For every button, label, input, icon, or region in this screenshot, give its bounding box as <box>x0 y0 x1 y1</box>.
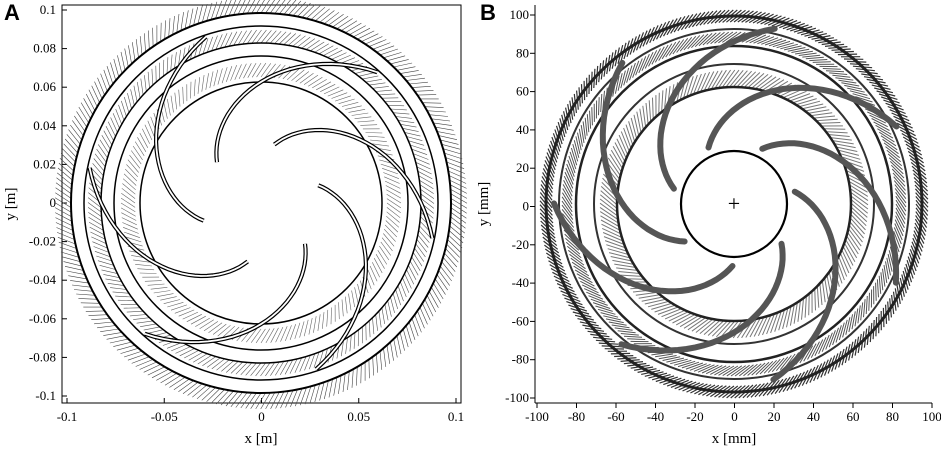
panel-b: B -100 -80 -60 -40 -20 0 20 40 60 80 100 100 80 60 40… <box>470 0 941 450</box>
x-tick-label: 20 <box>768 409 781 424</box>
ring-4 <box>113 55 409 351</box>
blade-b <box>759 140 900 286</box>
x-tick-label: -0.05 <box>151 409 178 424</box>
y-tick-label: -40 <box>512 275 529 290</box>
y-tick-label: -0.04 <box>29 272 57 287</box>
y-tick-label: -0.06 <box>29 311 57 326</box>
ring-2 <box>558 28 910 380</box>
x-tick-label: -0.1 <box>57 409 78 424</box>
x-tick-label: -100 <box>525 409 549 424</box>
y-tick-label: -20 <box>512 237 529 252</box>
x-tick-label: -80 <box>568 409 585 424</box>
y-tick-label: 0 <box>523 199 530 214</box>
y-tick-label: 0.02 <box>33 156 56 171</box>
y-tick-label: 100 <box>510 7 530 22</box>
velocity-vectors-middle <box>87 29 435 377</box>
y-tick-label: 0 <box>50 195 57 210</box>
plot-b: -100 -80 -60 -40 -20 0 20 40 60 80 100 100 80 60 40 20… <box>476 5 941 447</box>
ring-2 <box>83 25 439 381</box>
x-tick-label: 40 <box>807 409 820 424</box>
y-tick-label: -0.1 <box>35 388 56 403</box>
blade-b <box>599 59 688 245</box>
center-marker-b: + <box>728 191 740 216</box>
plot-a: -0.1 -0.05 0 0.05 0.1 0.10.080.060.040.020-0… <box>3 0 468 447</box>
blade-a <box>273 127 435 239</box>
ring-3 <box>574 44 894 364</box>
x-tick-label: 80 <box>886 409 899 424</box>
y-ticks-b: 100 80 60 40 20 0 -20 -40 -60 -80 -100 <box>505 7 535 405</box>
x-axis-label-b: x [mm] <box>712 431 757 447</box>
y-tick-label: 80 <box>516 45 529 60</box>
x-tick-label: -60 <box>607 409 624 424</box>
panel-label-a: A <box>4 0 20 25</box>
x-tick-label: 0.1 <box>448 409 464 424</box>
blade-a <box>214 61 378 163</box>
ring-4 <box>593 63 875 345</box>
x-ticks-a: -0.1 -0.05 0 0.05 0.1 <box>57 398 464 424</box>
x-tick-label: -20 <box>686 409 703 424</box>
y-axis-label-b: y [mm] <box>476 182 492 227</box>
blade-b <box>705 84 900 151</box>
x-tick-label: -40 <box>647 409 664 424</box>
blade-a <box>87 167 249 279</box>
y-tick-label: -80 <box>512 352 529 367</box>
velocity-vectors-inner <box>120 62 402 344</box>
x-tick-label: 0.05 <box>347 409 370 424</box>
y-tick-label: 60 <box>516 84 529 99</box>
blade-a <box>144 243 308 345</box>
y-tick-label: -0.08 <box>29 349 56 364</box>
ring-3 <box>100 42 422 364</box>
blade-b <box>770 188 839 383</box>
y-axis-label-a: y [m] <box>3 188 19 221</box>
flow-diagram-b <box>539 9 929 399</box>
y-tick-label: -60 <box>512 313 529 328</box>
x-ticks-b: -100 -80 -60 -40 -20 0 20 40 60 80 100 <box>525 403 941 424</box>
plot-frame-a <box>61 4 462 404</box>
hub-circle <box>679 149 789 259</box>
y-tick-label: 0.06 <box>33 79 56 94</box>
outer-ring <box>544 14 924 394</box>
y-tick-label: 20 <box>516 160 529 175</box>
blade-b <box>551 200 736 295</box>
x-tick-label: 0 <box>731 409 738 424</box>
y-tick-label: 0.1 <box>40 2 56 17</box>
y-tick-label: 0.04 <box>33 118 56 133</box>
panel-label-b: B <box>480 0 496 25</box>
x-tick-label: 0 <box>258 409 265 424</box>
blade-b <box>618 240 786 354</box>
ring-5 <box>615 85 853 323</box>
y-tick-label: 40 <box>516 122 529 137</box>
y-ticks-a: 0.1 0.08 0.06 0.04 0.02 0 -0.02 -0.04 -0.06 -0.08… <box>29 2 67 403</box>
panel-a: A -0.1 -0.05 0 0.05 0.1 0.1 0.08 0.06 0.04 0.02 0… <box>0 0 470 450</box>
y-tick-label: -100 <box>505 390 529 405</box>
x-axis-label-a: x [m] <box>245 431 278 447</box>
outer-ring <box>70 12 452 394</box>
x-tick-label: 60 <box>847 409 860 424</box>
y-tick-label: -0.02 <box>29 234 56 249</box>
x-tick-label: 100 <box>922 409 941 424</box>
y-tick-label: 0.08 <box>33 41 56 56</box>
blade-b <box>657 25 778 192</box>
flow-diagram-a <box>54 0 468 410</box>
velocity-vectors-outer <box>54 0 468 410</box>
